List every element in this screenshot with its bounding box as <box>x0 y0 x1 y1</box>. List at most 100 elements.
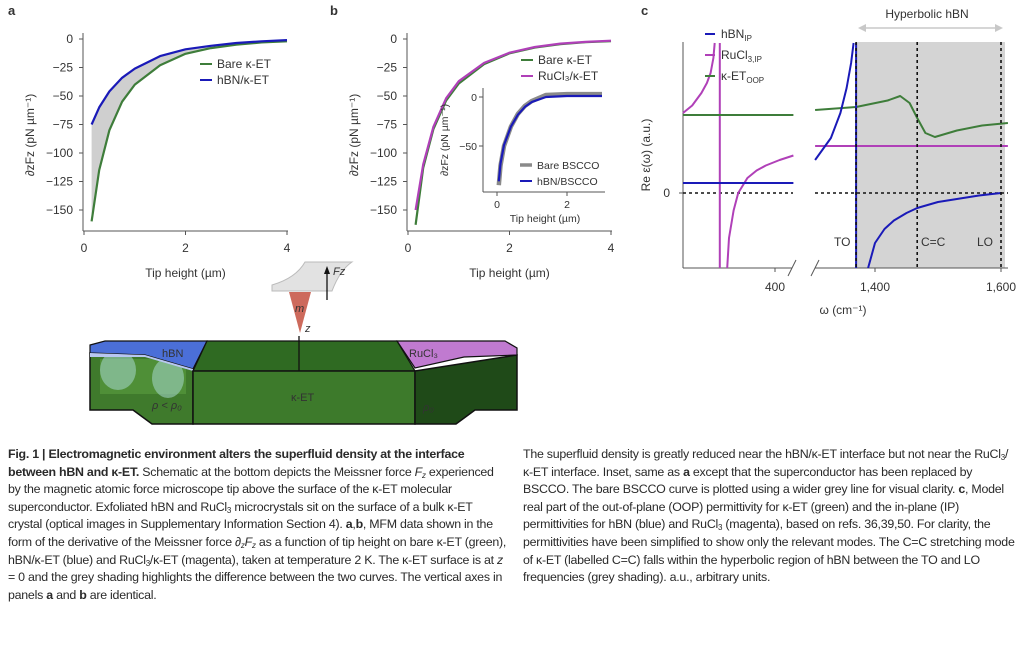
x-tick-label: 0 <box>494 199 500 211</box>
caption-bold-text: a <box>345 517 353 532</box>
series-line-2 <box>90 39 288 125</box>
caption-bold-text: Fig. 1 | Electromagnetic environment alt… <box>8 447 465 479</box>
series-line-2 <box>414 39 612 211</box>
legend-label: Bare κ-ET <box>217 57 272 71</box>
x-tick-label: 4 <box>284 241 291 255</box>
series-line-8 <box>814 42 855 161</box>
caption-text: F <box>244 534 253 549</box>
y-tick-label: −150 <box>46 203 73 217</box>
legend-label-subscript: IP <box>744 34 752 43</box>
vortex-blob <box>100 350 136 390</box>
series-line-1 <box>90 40 288 222</box>
y-axis-label: ∂zFz (pN µm⁻¹) <box>439 104 451 176</box>
y-axis-label: ∂zFz (pN µm⁻¹) <box>347 94 361 177</box>
caption-text: , MFM data shown in the form of the deri… <box>8 517 493 549</box>
y-tick-label: −100 <box>46 146 73 160</box>
y-axis-label: Re ε(ω) (a.u.) <box>639 119 653 192</box>
caption-text: and <box>52 587 80 602</box>
x-tick-label: 4 <box>608 241 615 255</box>
cantilever <box>271 261 354 292</box>
caption-text: F <box>414 464 423 479</box>
x-tick-label: 0 <box>81 241 88 255</box>
caption-subscript: z <box>251 540 256 550</box>
x-tick-label: 2 <box>506 241 513 255</box>
caption-subscript: 3 <box>145 558 150 568</box>
caption-text: microcrystals sit on the surface of a bu… <box>8 499 473 532</box>
chart-panel-b: 0 −25 −50 −75 −100 −125 −150 0 2 4 Tip height (µm)… <box>347 32 615 280</box>
figure-caption-left: Fig. 1 | Electromagnetic environment alt… <box>8 446 508 604</box>
series-line-2 <box>726 154 794 269</box>
schematic-label-rho-reduced: ρ < ρ₀ <box>151 400 182 412</box>
vertical-marker-label: TO <box>834 235 850 249</box>
legend-label: RuCl3,IP <box>721 48 762 64</box>
chart-panel-c: 0 400 1,400 1,600 ω (cm⁻¹) Re ε(ω) (a.u.) Hype… <box>639 7 1016 317</box>
y-axis-label: ∂zFz (pN µm⁻¹) <box>23 94 37 177</box>
caption-text: except that the superconductor has been … <box>523 464 973 497</box>
caption-subscript: z <box>421 470 426 480</box>
y-tick-label: −125 <box>46 175 73 189</box>
y-tick-label: −50 <box>459 141 477 153</box>
caption-subscript: 3 <box>1000 453 1005 462</box>
panel-label-a: a <box>8 3 16 18</box>
chart-title: Hyperbolic hBN <box>885 7 968 21</box>
x-axis-label: Tip height (µm) <box>145 266 226 280</box>
schematic: hBN RuCl₃ κ-ET ρ < ρ₀ ρ₀ Fz m z <box>89 261 518 425</box>
x-tick-label: 1,400 <box>860 280 890 294</box>
panel-label-b: b <box>330 3 338 18</box>
axis-break-mark <box>810 259 820 277</box>
schematic-label-z: z <box>304 323 311 335</box>
y-tick-label: 0 <box>471 92 477 104</box>
legend-label-subscript: OOP <box>746 76 764 85</box>
x-tick-label: 400 <box>765 280 785 294</box>
figure-caption-right: The superfluid density is greatly reduce… <box>523 446 1017 587</box>
caption-text: /κ-ET interface. Inset, same as <box>523 447 1009 479</box>
x-tick-label: 0 <box>405 241 412 255</box>
y-tick-label: −50 <box>53 89 74 103</box>
caption-subscript: 3 <box>718 523 723 533</box>
caption-text: ∂ <box>235 534 241 549</box>
legend-label-main: RuCl <box>721 48 748 62</box>
schematic-label-ket: κ-ET <box>291 392 315 404</box>
chart-inset-b: 0 −50 0 2 Tip height (µm) ∂zFz (pN µm⁻¹) Bare … <box>439 86 606 225</box>
y-tick-label: −75 <box>377 118 398 132</box>
ket-front-face <box>192 370 416 425</box>
y-tick-label: 0 <box>66 32 73 46</box>
caption-bold-text: a <box>683 464 690 479</box>
caption-text: are identical. <box>86 587 157 602</box>
caption-bold-text: b <box>79 587 87 602</box>
figure: a b c 0 −25 −50 −75 −100 −125 −150 0 2 4 Tip heigh… <box>8 3 1016 425</box>
series-line-1 <box>682 42 716 114</box>
y-tick-label: −25 <box>53 61 74 75</box>
caption-bold-text: c <box>958 482 966 497</box>
caption-text: experienced by the magnetic atomic force… <box>8 464 494 514</box>
y-tick-label: −100 <box>370 146 397 160</box>
schematic-label-mass: m <box>295 303 304 315</box>
x-tick-label: 2 <box>182 241 189 255</box>
x-tick-label: 2 <box>564 199 570 211</box>
legend-label-main: κ-ET <box>721 69 747 83</box>
caption-text: z <box>497 552 503 567</box>
caption-text: Schematic at the bottom depicts the Meis… <box>139 464 415 479</box>
y-tick-label: −50 <box>377 89 398 103</box>
caption-text: , <box>352 517 356 532</box>
hbn-flake-edge <box>90 353 193 371</box>
caption-text: /κ-ET (magenta), taken at temperature 2 … <box>149 552 498 567</box>
legend-label: Bare BSCCO <box>537 160 599 172</box>
caption-text: as a function of tip height on bare κ-ET… <box>8 534 507 567</box>
y-tick-label: −25 <box>377 61 398 75</box>
y-tick-label: −150 <box>370 203 397 217</box>
schematic-label-force: Fz <box>333 266 346 278</box>
magnetic-tip <box>289 292 311 333</box>
x-tick-label: 1,600 <box>986 280 1016 294</box>
vertical-marker-label: C=C <box>921 235 946 249</box>
x-axis-label: ω (cm⁻¹) <box>819 303 866 317</box>
legend-label-main: hBN <box>721 27 744 41</box>
caption-subscript: z <box>240 540 245 550</box>
y-tick-label: −75 <box>53 118 74 132</box>
schematic-label-hbn: hBN <box>162 348 183 360</box>
legend-label: κ-ETOOP <box>721 69 764 85</box>
caption-bold-text: b <box>355 517 364 532</box>
caption-text: The superfluid density is greatly reduce… <box>523 447 1001 461</box>
series-line-6 <box>815 95 1008 138</box>
y-tick-label: −125 <box>370 175 397 189</box>
